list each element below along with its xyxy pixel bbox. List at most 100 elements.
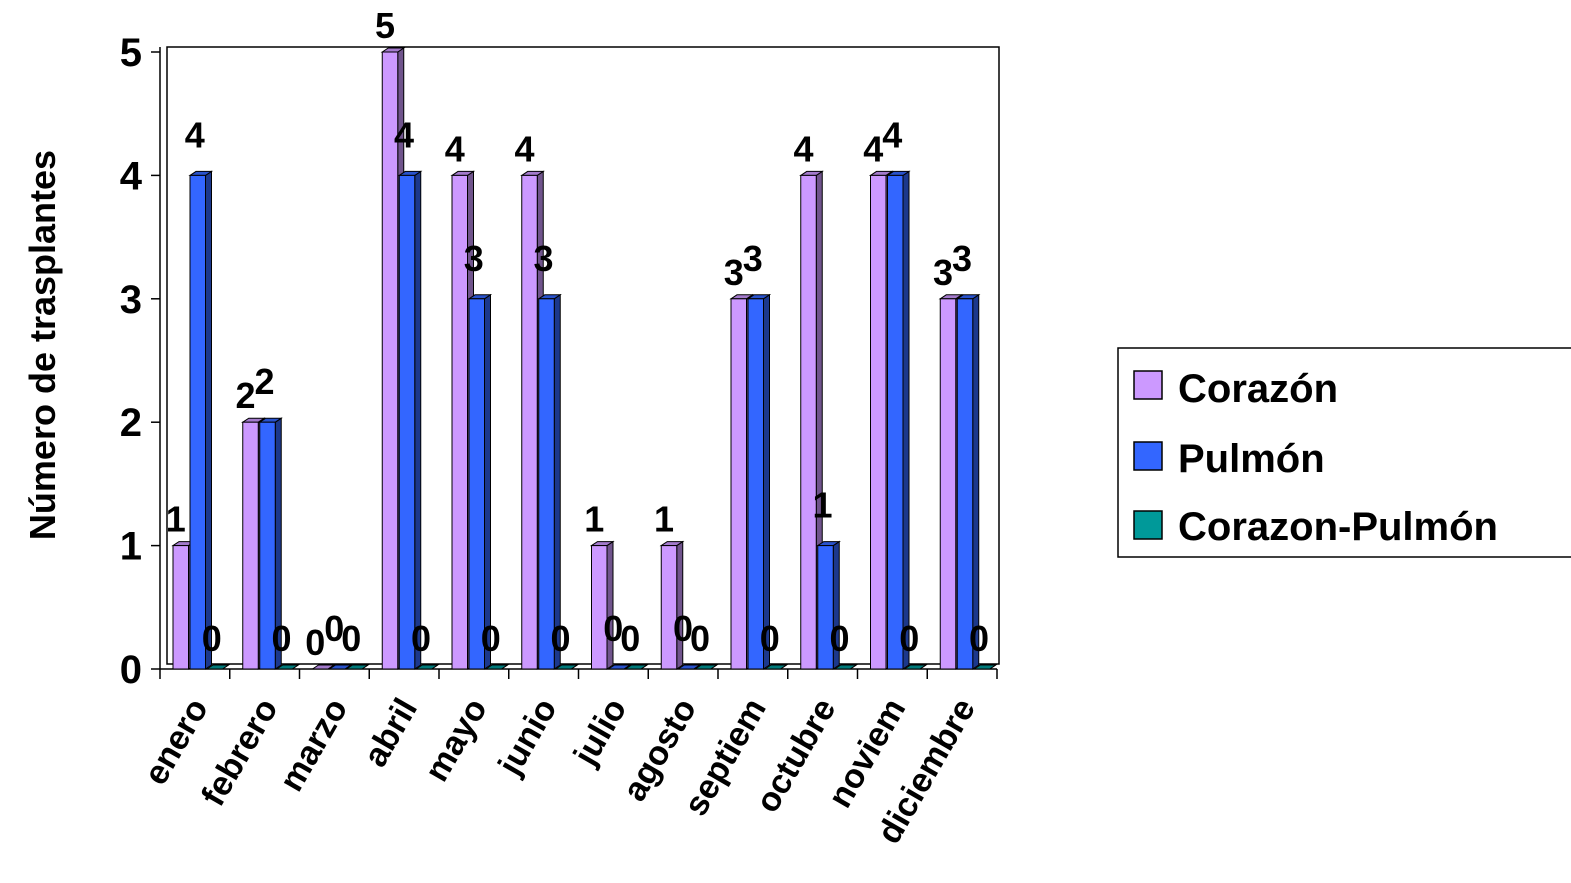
bar bbox=[955, 293, 981, 670]
data-label: 0 bbox=[481, 618, 501, 659]
y-tick-label: 5 bbox=[120, 31, 142, 75]
data-label: 3 bbox=[464, 238, 484, 279]
data-label: 0 bbox=[673, 608, 693, 649]
data-label: 0 bbox=[760, 618, 780, 659]
bar bbox=[275, 664, 300, 670]
bar-front bbox=[591, 545, 608, 670]
data-label: 1 bbox=[654, 499, 674, 540]
bar-front bbox=[538, 298, 555, 670]
bar bbox=[902, 664, 928, 670]
bar-front bbox=[887, 174, 904, 670]
legend-frame bbox=[1117, 347, 1571, 558]
data-label: 0 bbox=[550, 618, 570, 659]
bar bbox=[606, 664, 632, 670]
bar bbox=[484, 664, 510, 670]
data-label: 4 bbox=[793, 128, 813, 169]
x-tick-label: julio bbox=[566, 692, 634, 772]
bar-front bbox=[172, 545, 189, 670]
data-label: 0 bbox=[899, 618, 919, 659]
legend-label-pulmon: Pulmón bbox=[1178, 437, 1325, 481]
x-tick-label: marzo bbox=[272, 692, 355, 798]
legend: Corazón Pulmón Corazon-Pulmón bbox=[1117, 347, 1571, 558]
y-tick-label: 2 bbox=[120, 401, 142, 445]
bar-front bbox=[939, 298, 957, 670]
bar bbox=[327, 664, 353, 670]
bar-top bbox=[344, 664, 370, 670]
data-label: 0 bbox=[690, 618, 710, 659]
y-tick-label: 0 bbox=[120, 648, 142, 692]
data-label: 1 bbox=[166, 499, 186, 540]
bar-top bbox=[972, 664, 998, 670]
data-label: 2 bbox=[235, 375, 255, 416]
data-label: 0 bbox=[620, 618, 640, 659]
data-label: 4 bbox=[445, 128, 465, 169]
bar-side bbox=[414, 170, 422, 670]
bar-top bbox=[275, 664, 300, 670]
legend-swatch-corazon bbox=[1133, 370, 1163, 400]
bar-front bbox=[660, 545, 678, 670]
bar-side bbox=[902, 170, 910, 670]
y-tick-label: 1 bbox=[120, 525, 142, 569]
bar bbox=[885, 170, 911, 670]
data-label: 0 bbox=[603, 608, 623, 649]
bar bbox=[344, 664, 370, 670]
bar-side bbox=[553, 293, 561, 670]
bar-top bbox=[623, 664, 649, 670]
data-label: 0 bbox=[324, 608, 344, 649]
bar bbox=[414, 664, 440, 670]
bar bbox=[258, 417, 283, 670]
bar-top bbox=[763, 664, 789, 670]
bar-top bbox=[693, 664, 719, 670]
data-label: 5 bbox=[375, 5, 395, 46]
bar-top bbox=[414, 664, 440, 670]
legend-swatch-corazon-pulmon bbox=[1133, 510, 1163, 540]
bar bbox=[693, 664, 719, 670]
y-axis: 0 1 2 3 4 5 bbox=[120, 31, 161, 692]
x-tick-label: mayo bbox=[417, 692, 494, 788]
bar-top bbox=[205, 664, 231, 670]
data-label: 0 bbox=[829, 618, 849, 659]
bar bbox=[467, 293, 493, 670]
data-label: 3 bbox=[933, 252, 953, 293]
bar-side bbox=[606, 540, 614, 670]
bar-top bbox=[554, 664, 579, 670]
data-label: 4 bbox=[863, 128, 883, 169]
data-label: 0 bbox=[271, 618, 291, 659]
bar bbox=[188, 170, 214, 670]
bar-side bbox=[205, 170, 212, 670]
bar bbox=[537, 293, 562, 670]
data-label: 0 bbox=[341, 618, 361, 659]
data-label: 3 bbox=[743, 238, 763, 279]
data-label: 1 bbox=[812, 485, 832, 526]
bar-front bbox=[870, 174, 887, 670]
bar-front bbox=[398, 174, 416, 670]
bar-side bbox=[484, 293, 491, 670]
bar-front bbox=[817, 545, 834, 670]
bars-group bbox=[171, 47, 998, 670]
bar bbox=[746, 293, 772, 670]
bar bbox=[676, 664, 702, 670]
data-label: 2 bbox=[254, 361, 274, 402]
bar-top bbox=[606, 664, 632, 670]
bar-top bbox=[484, 664, 510, 670]
bar bbox=[763, 664, 789, 670]
data-label: 3 bbox=[952, 238, 972, 279]
bar-front bbox=[468, 298, 485, 670]
legend-label-corazon-pulmon: Corazon-Pulmón bbox=[1178, 505, 1498, 549]
bar-front bbox=[451, 174, 468, 670]
bar-side bbox=[972, 293, 980, 670]
bar bbox=[972, 664, 998, 670]
bar-front bbox=[189, 174, 206, 670]
bar-side bbox=[763, 293, 770, 670]
legend-swatch-pulmon bbox=[1133, 441, 1163, 471]
x-tick-label: junio bbox=[491, 692, 565, 782]
data-label: 3 bbox=[533, 238, 553, 279]
bar-side bbox=[676, 540, 684, 670]
legend-label-corazon: Corazón bbox=[1178, 367, 1338, 411]
bar-front bbox=[259, 421, 276, 670]
data-label: 3 bbox=[724, 252, 744, 293]
data-label: 0 bbox=[305, 622, 325, 663]
bar-front bbox=[800, 174, 817, 670]
x-tick-label: abril bbox=[356, 692, 425, 773]
